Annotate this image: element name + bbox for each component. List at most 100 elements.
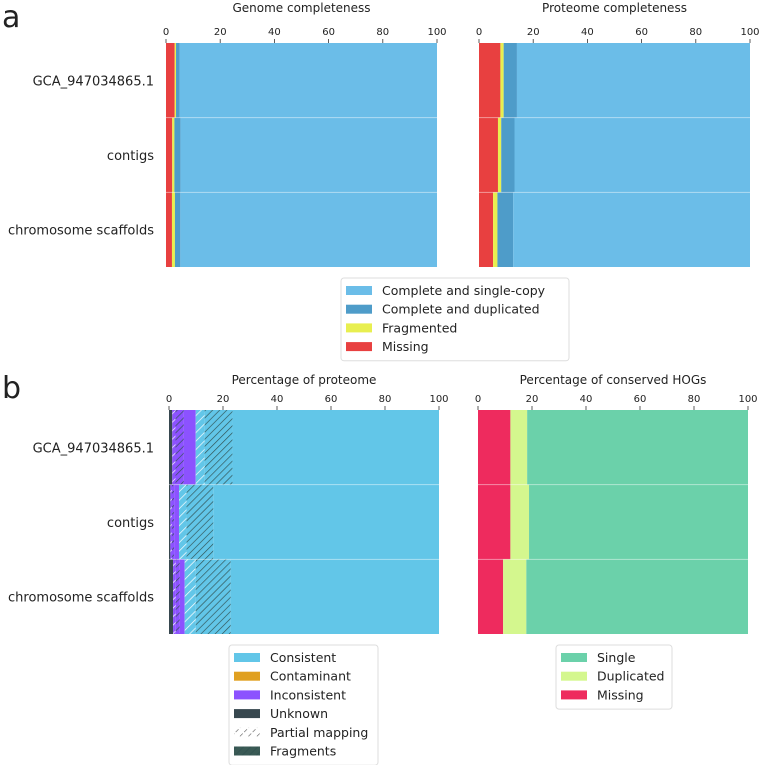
chart-genome-completeness: Genome completeness GCA_947034865.1contig…: [8, 1, 447, 267]
hatch-fragments: [175, 410, 184, 485]
legend-swatch-hatch: [234, 727, 260, 737]
bar-complete-and-duplicated-chromosome-scaffolds: [174, 192, 181, 267]
category-label: contigs: [107, 149, 154, 164]
chart-percentage-of-conserved-hogs: Percentage of conserved HOGs 0 20 40 60 80 100: [475, 373, 758, 634]
x-tick-label: 20: [526, 394, 539, 405]
bar-consistent-chromosome-scaffolds: [230, 559, 439, 634]
bar-missing-chromosome-scaffolds: [479, 192, 494, 267]
legend-label: Fragmented: [382, 320, 457, 335]
bar-missing-chromosome-scaffolds: [166, 192, 172, 267]
legend-item-contaminant: Contaminant: [234, 669, 351, 684]
legend-swatch: [561, 671, 587, 681]
x-tick-label: 100: [740, 27, 759, 38]
chart-title: Proteome completeness: [542, 1, 687, 15]
bar-complete-and-duplicated-contigs: [501, 117, 515, 193]
bar-single-contigs: [529, 484, 748, 560]
legend-item-partial-mapping: Partial mapping: [234, 725, 368, 740]
category-label: chromosome scaffolds: [8, 591, 154, 606]
bar-missing-gca-947034865-1: [478, 410, 511, 485]
hatch-fragments: [186, 484, 214, 560]
x-tick-label: 0: [163, 27, 169, 38]
category-label: GCA_947034865.1: [33, 441, 154, 456]
bar-missing-contigs: [478, 484, 511, 560]
x-tick-label: 40: [580, 394, 593, 405]
x-tick-label: 60: [635, 27, 648, 38]
legend-label: Missing: [382, 339, 429, 354]
x-tick-label: 40: [271, 394, 284, 405]
hatch-fragments: [204, 410, 233, 485]
legend-item-fragments: Fragments: [234, 744, 336, 759]
legend-swatch: [346, 286, 372, 295]
x-tick-label: 40: [268, 27, 281, 38]
legend-swatch: [346, 304, 372, 314]
x-tick-label: 20: [214, 27, 227, 38]
bar-complete-and-single-copy-chromosome-scaffolds: [513, 192, 750, 267]
legend-item-unknown: Unknown: [234, 706, 328, 721]
hatch-partial: [184, 559, 196, 634]
bar-fragmented-gca-947034865-1: [174, 43, 177, 118]
chart-title: Percentage of proteome: [232, 373, 377, 387]
legend-item-fragmented: Fragmented: [346, 320, 457, 335]
legend-2: Consistent Contaminant Inconsistent Unknown…: [228, 644, 379, 765]
chart-title: Genome completeness: [232, 1, 370, 15]
legend-label: Unknown: [270, 706, 328, 721]
bar-inconsistent-contigs: [174, 484, 179, 560]
legend-3: Single Duplicated Missing: [555, 644, 673, 710]
legend-swatch-hatch: [234, 746, 260, 756]
legend-label: Single: [597, 650, 636, 665]
x-tick-label: 100: [738, 394, 757, 405]
legend-item-inconsistent: Inconsistent: [234, 687, 346, 702]
x-tick-label: 100: [429, 394, 448, 405]
bar-single-gca-947034865-1: [527, 410, 748, 485]
bar-complete-and-single-copy-gca-947034865-1: [179, 43, 438, 118]
legend-label: Duplicated: [597, 669, 665, 684]
legend-label: Inconsistent: [270, 687, 346, 702]
hatch-fragments: [171, 484, 175, 560]
bar-missing-contigs: [166, 117, 173, 193]
legend-swatch: [561, 653, 587, 662]
hatch-partial: [172, 410, 176, 485]
hatch-partial: [178, 484, 187, 560]
bar-fragmented-contigs: [172, 117, 175, 193]
x-tick-label: 80: [689, 27, 702, 38]
bar-duplicated-contigs: [510, 484, 530, 560]
chart-proteome-completeness: Proteome completeness 0 20 40 60 80 100: [476, 1, 760, 267]
x-tick-label: 0: [475, 394, 481, 405]
category-label: GCA_947034865.1: [33, 74, 154, 89]
x-tick-label: 20: [527, 27, 540, 38]
legend-label: Missing: [597, 687, 644, 702]
legend-swatch: [234, 709, 260, 719]
chart-title: Percentage of conserved HOGs: [520, 373, 707, 387]
bar-fragmented-gca-947034865-1: [500, 43, 504, 118]
bar-complete-and-single-copy-contigs: [180, 117, 437, 193]
bar-consistent-gca-947034865-1: [232, 410, 439, 485]
hatch-fragments: [175, 559, 180, 634]
bar-complete-and-duplicated-chromosome-scaffolds: [497, 192, 514, 267]
chart-percentage-of-proteome: Percentage of proteome GCA_947034865.1con…: [8, 373, 449, 634]
bar-missing-chromosome-scaffolds: [478, 559, 504, 634]
bar-duplicated-gca-947034865-1: [510, 410, 528, 485]
bar-complete-and-single-copy-gca-947034865-1: [516, 43, 750, 118]
panel-label-b: b: [2, 371, 21, 406]
x-tick-label: 60: [322, 27, 335, 38]
bar-duplicated-chromosome-scaffolds: [503, 559, 527, 634]
legend-swatch: [346, 342, 372, 352]
legend-label: Contaminant: [270, 669, 351, 684]
bar-fragmented-contigs: [497, 117, 502, 193]
legend-item-complete-and-duplicated: Complete and duplicated: [346, 302, 540, 317]
bar-fragmented-chromosome-scaffolds: [493, 192, 498, 267]
hatch-partial: [170, 484, 172, 560]
legend-swatch: [346, 323, 372, 333]
x-tick-label: 40: [581, 27, 594, 38]
bar-fragmented-chromosome-scaffolds: [171, 192, 175, 267]
bar-complete-and-single-copy-chromosome-scaffolds: [180, 192, 437, 267]
legend-swatch: [234, 690, 260, 700]
bar-missing-gca-947034865-1: [479, 43, 501, 118]
legend-swatch: [234, 671, 260, 681]
legend-label: Partial mapping: [270, 725, 368, 740]
x-tick-label: 60: [634, 394, 647, 405]
bar-inconsistent-chromosome-scaffolds: [179, 559, 185, 634]
legend-item-missing: Missing: [346, 339, 429, 354]
x-tick-label: 0: [476, 27, 482, 38]
